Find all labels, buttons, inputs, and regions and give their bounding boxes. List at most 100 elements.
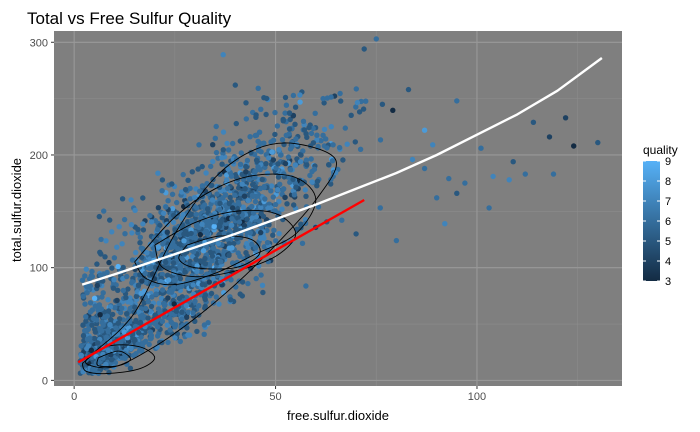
scatter-point: [361, 46, 367, 52]
scatter-point: [128, 197, 134, 203]
scatter-point: [430, 142, 436, 148]
scatter-point: [199, 281, 205, 288]
scatter-point: [187, 332, 193, 338]
scatter-point: [255, 85, 261, 92]
scatter-point: [257, 140, 263, 147]
legend-title: quality: [643, 143, 678, 157]
scatter-point: [315, 204, 322, 210]
scatter-point: [434, 195, 440, 201]
scatter-point: [125, 286, 131, 292]
scatter-point: [283, 102, 290, 108]
scatter-point: [114, 244, 120, 250]
scatter-point: [377, 137, 384, 143]
scatter-point: [340, 157, 346, 163]
scatter-point: [118, 339, 124, 345]
scatter-point: [170, 212, 177, 218]
scatter-point: [125, 320, 131, 326]
scatter-point: [195, 166, 201, 172]
scatter-point: [209, 253, 216, 259]
density-contours: [81, 142, 337, 375]
scatter-point: [179, 316, 185, 322]
scatter-point: [220, 129, 227, 135]
scatter-point: [282, 110, 288, 116]
scatter-point: [202, 292, 209, 298]
scatter-point: [454, 98, 460, 104]
scatter-point: [187, 212, 193, 218]
scatter-point: [174, 199, 180, 206]
scatter-point: [100, 340, 106, 346]
scatter-point: [232, 82, 238, 88]
scatter-point: [252, 245, 259, 251]
scatter-point: [273, 165, 279, 171]
scatter-point: [135, 282, 142, 288]
scatter-point: [224, 177, 230, 183]
scatter-point: [245, 244, 251, 250]
scatter-point: [169, 206, 176, 212]
scatter-point: [268, 188, 274, 194]
scatter-point: [147, 276, 153, 282]
scatter-point: [78, 343, 84, 349]
scatter-point: [298, 152, 304, 158]
scatter-point: [91, 295, 98, 301]
scatter-point: [192, 235, 199, 241]
legend-label: 5: [665, 236, 671, 248]
scatter-point: [159, 188, 165, 194]
scatter-point: [271, 227, 277, 233]
scatter-point: [306, 124, 312, 131]
scatter-point: [142, 305, 149, 312]
scatter-point: [224, 140, 230, 147]
scatter-point: [258, 106, 264, 113]
scatter-point: [260, 289, 266, 296]
scatter-point: [302, 187, 308, 193]
scatter-point: [269, 149, 275, 155]
scatter-point: [88, 347, 95, 353]
y-tick-label: 100: [30, 263, 48, 275]
scatter-point: [202, 305, 208, 311]
scatter-point: [209, 258, 215, 264]
scatter-point: [227, 194, 233, 201]
scatter-point: [243, 169, 249, 175]
scatter-point: [193, 211, 199, 218]
scatter-point: [225, 147, 232, 153]
scatter-point: [199, 259, 205, 265]
scatter-point: [159, 318, 166, 325]
scatter-point: [180, 211, 186, 218]
scatter-point: [283, 132, 289, 138]
scatter-point: [179, 309, 185, 315]
scatter-point: [156, 265, 162, 271]
scatter-point: [141, 315, 147, 321]
scatter-point: [213, 149, 220, 156]
scatter-point: [178, 324, 184, 330]
scatter-point: [239, 279, 246, 285]
scatter-point: [116, 224, 122, 230]
scatter-point: [133, 249, 139, 256]
scatter-point: [210, 276, 216, 282]
scatter-point: [232, 192, 238, 198]
scatter-point: [119, 241, 125, 247]
scatter-point: [117, 309, 124, 316]
scatter-point: [304, 134, 310, 140]
scatter-point: [263, 95, 270, 102]
scatter-point: [360, 106, 367, 112]
scatter-point: [490, 173, 496, 180]
scatter-point: [104, 269, 110, 276]
scatter-point: [165, 339, 171, 346]
scatter-point: [215, 240, 222, 247]
scatter-point: [238, 150, 244, 156]
scatter-point: [89, 268, 95, 275]
scatter-point: [289, 139, 295, 146]
scatter-point: [264, 170, 271, 176]
scatter-point: [282, 194, 288, 201]
scatter-point: [255, 164, 261, 170]
scatter-point: [138, 334, 144, 340]
scatter-point: [172, 324, 178, 330]
scatter-point: [182, 186, 189, 193]
scatter-point: [258, 229, 264, 236]
scatter-point: [225, 185, 231, 191]
scatter-point: [328, 181, 334, 187]
scatter-point: [147, 212, 153, 219]
scatter-point: [249, 192, 256, 198]
scatter-point: [237, 291, 243, 297]
scatter-point: [170, 260, 177, 266]
scatter-point: [198, 269, 204, 275]
